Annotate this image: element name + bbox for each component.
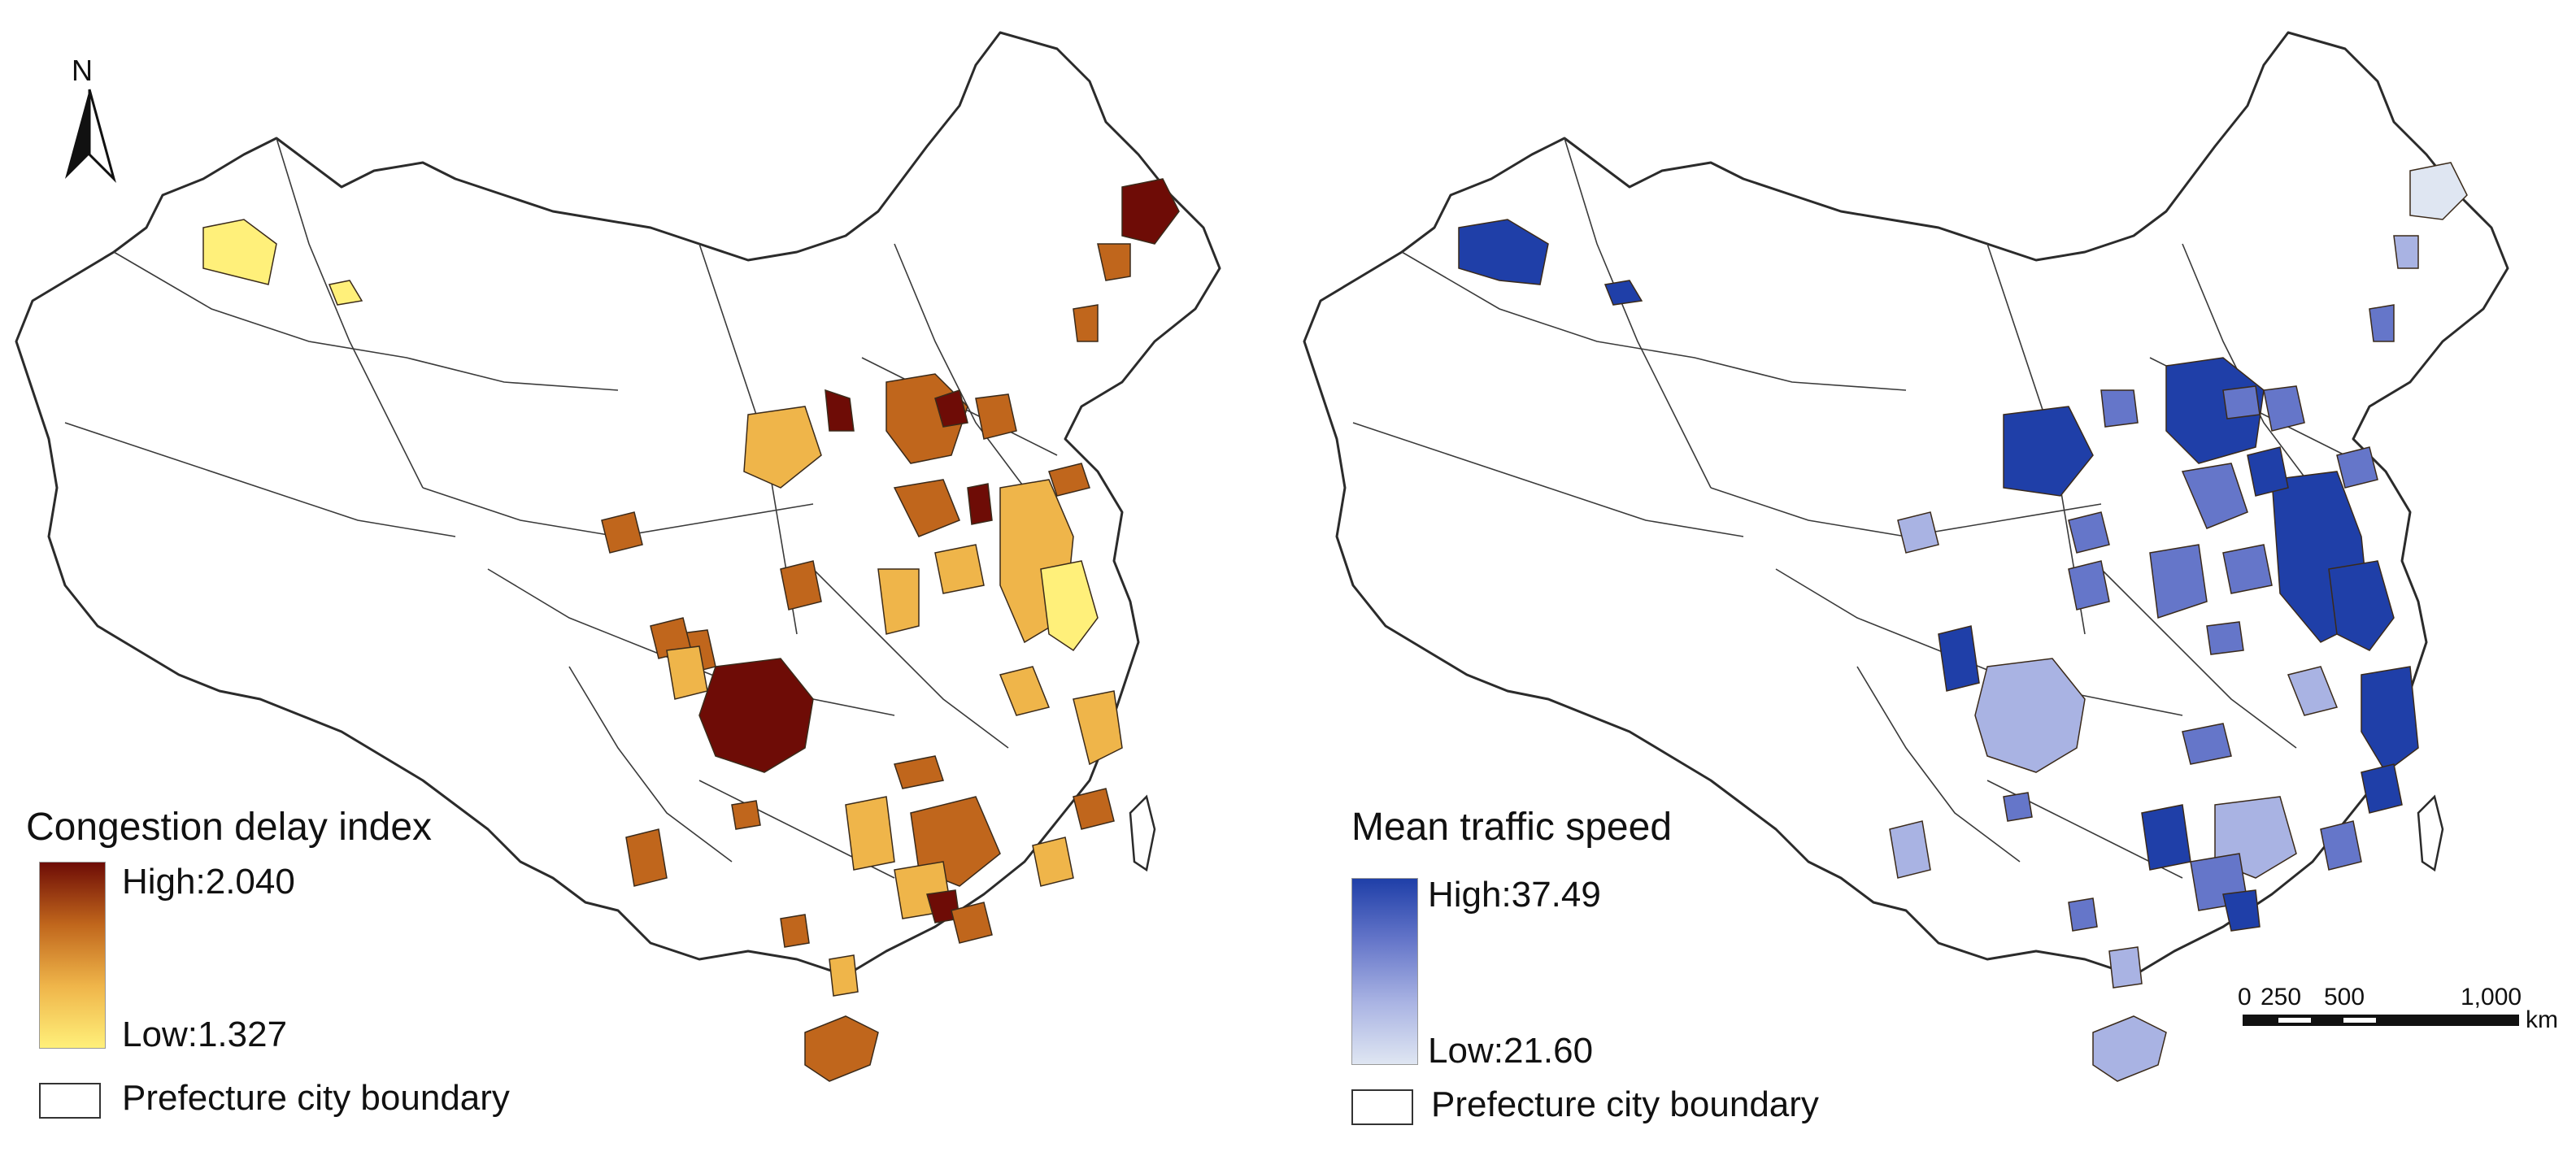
- scale-tick-label: 250: [2261, 984, 2302, 1010]
- north-label: N: [72, 54, 93, 87]
- north-arrow-icon: [65, 89, 116, 184]
- scale-tick-label: 0: [2238, 984, 2252, 1010]
- congestion-map: [15, 31, 1221, 1082]
- boundary-label: Prefecture city boundary: [1431, 1084, 1819, 1124]
- scale-unit-label: km: [2526, 1006, 2558, 1033]
- legend-color-ramp: [1351, 878, 1418, 1065]
- traffic-speed-map: [1303, 31, 2509, 1082]
- legend-title: Congestion delay index: [26, 806, 433, 849]
- traffic-speed-map-panel: Mean traffic speed High:37.49 Low:21.60 …: [1288, 0, 2576, 1156]
- boundary-swatch: [39, 1083, 101, 1119]
- legend-high-label: High:2.040: [122, 862, 295, 902]
- scale-tick-label: 500: [2324, 984, 2365, 1010]
- scale-bar: [2243, 1015, 2519, 1026]
- scale-tick-label: 1,000: [2461, 984, 2522, 1010]
- country-outline: [15, 31, 1221, 977]
- boundary-swatch: [1351, 1089, 1413, 1125]
- legend-low-label: Low:1.327: [122, 1015, 288, 1054]
- legend-color-ramp: [39, 862, 106, 1049]
- legend-low-label: Low:21.60: [1428, 1031, 1594, 1071]
- boundary-label: Prefecture city boundary: [122, 1078, 510, 1118]
- congestion-map-panel: N Congestion delay index High:2.040 Low:…: [15, 31, 1221, 1119]
- legend-title: Mean traffic speed: [1351, 806, 1673, 849]
- legend-high-label: High:37.49: [1428, 875, 1601, 915]
